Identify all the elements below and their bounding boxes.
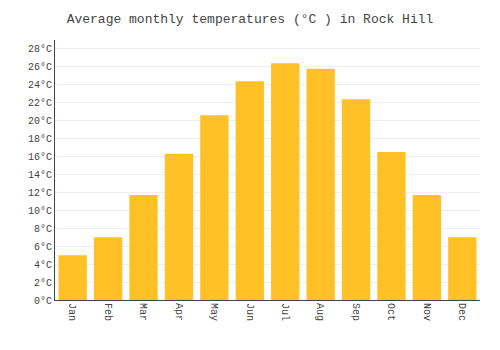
- svg-text:2°C: 2°C: [34, 278, 52, 289]
- svg-text:26°C: 26°C: [28, 62, 52, 73]
- svg-text:14°C: 14°C: [28, 170, 52, 181]
- svg-text:Apr: Apr: [173, 303, 184, 321]
- svg-text:May: May: [208, 303, 219, 321]
- svg-text:6°C: 6°C: [34, 242, 52, 253]
- svg-text:Jul: Jul: [279, 303, 290, 321]
- svg-text:Jan: Jan: [66, 303, 77, 321]
- svg-text:16°C: 16°C: [28, 152, 52, 163]
- svg-text:Feb: Feb: [102, 303, 113, 321]
- svg-text:Sep: Sep: [350, 303, 361, 321]
- svg-text:Dec: Dec: [456, 303, 467, 321]
- svg-text:8°C: 8°C: [34, 224, 52, 235]
- svg-text:Jun: Jun: [244, 303, 255, 321]
- svg-text:22°C: 22°C: [28, 98, 52, 109]
- svg-text:12°C: 12°C: [28, 188, 52, 199]
- svg-text:20°C: 20°C: [28, 116, 52, 127]
- svg-text:Oct: Oct: [385, 303, 396, 321]
- svg-text:10°C: 10°C: [28, 206, 52, 217]
- svg-text:24°C: 24°C: [28, 80, 52, 91]
- svg-text:Average monthly temperatures (: Average monthly temperatures (°C ) in Ro…: [67, 12, 434, 27]
- svg-text:4°C: 4°C: [34, 260, 52, 271]
- svg-text:Mar: Mar: [137, 303, 148, 321]
- svg-text:28°C: 28°C: [28, 44, 52, 55]
- svg-text:Aug: Aug: [314, 303, 325, 321]
- svg-text:18°C: 18°C: [28, 134, 52, 145]
- svg-text:Nov: Nov: [421, 303, 432, 321]
- svg-text:0°C: 0°C: [34, 296, 52, 307]
